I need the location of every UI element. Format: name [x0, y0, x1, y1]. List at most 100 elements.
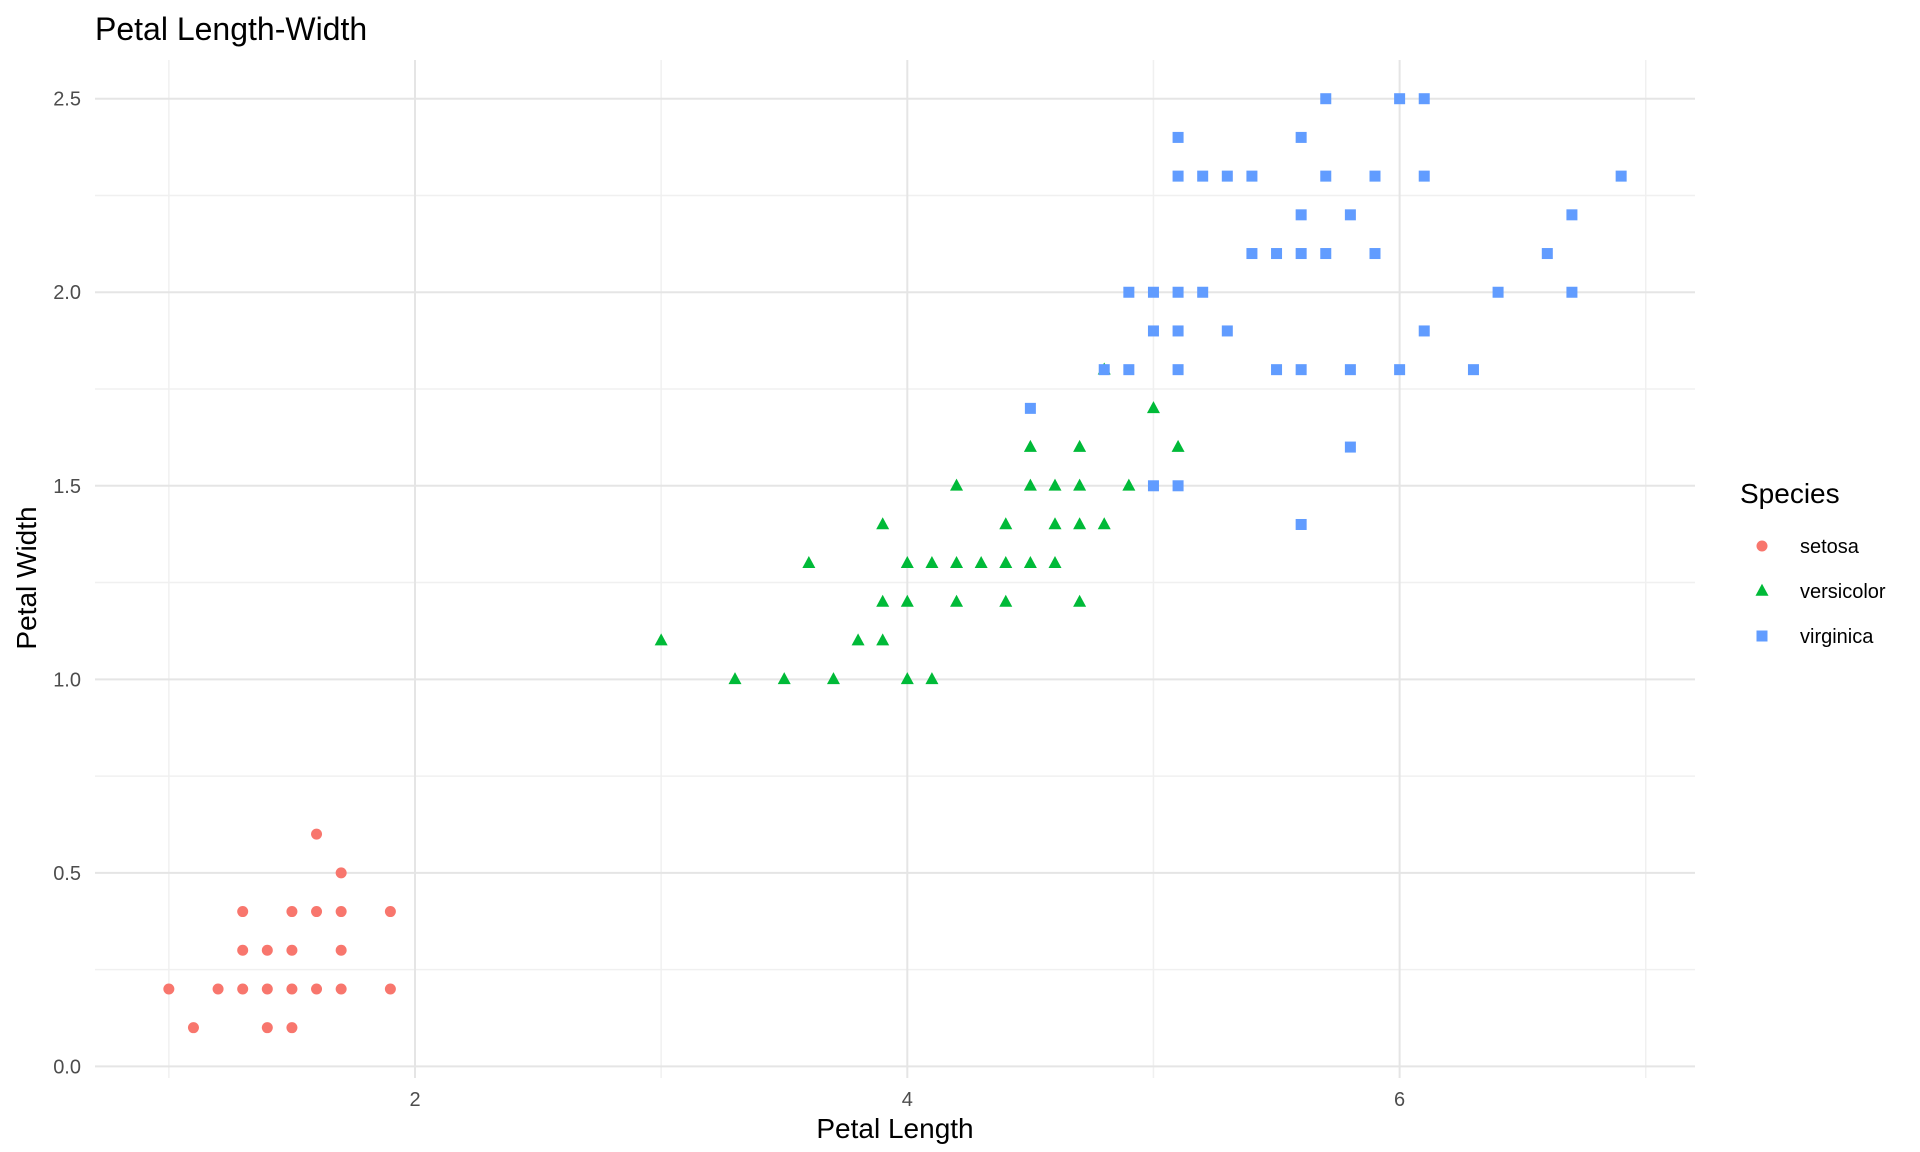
data-point-setosa — [237, 983, 249, 995]
data-point-virginica — [1418, 325, 1430, 337]
data-point-virginica — [1394, 93, 1406, 105]
data-point-versicolor — [1048, 478, 1062, 491]
data-point-virginica — [1295, 518, 1307, 530]
data-point-versicolor — [974, 555, 988, 568]
data-point-versicolor — [950, 478, 964, 491]
data-point-versicolor — [999, 594, 1013, 607]
data-point-virginica — [1172, 286, 1184, 298]
data-point-versicolor — [1073, 439, 1087, 452]
data-points — [163, 93, 1627, 1034]
data-point-versicolor — [1146, 401, 1160, 414]
data-point-virginica — [1172, 325, 1184, 337]
data-point-setosa — [311, 906, 323, 918]
y-tick-label: 2.5 — [53, 89, 81, 111]
data-point-virginica — [1147, 325, 1159, 337]
data-point-versicolor — [925, 555, 939, 568]
data-point-virginica — [1295, 248, 1307, 260]
data-point-versicolor — [826, 672, 840, 685]
data-point-versicolor — [851, 633, 865, 646]
data-point-setosa — [261, 944, 273, 956]
data-point-versicolor — [1171, 439, 1185, 452]
data-point-setosa — [335, 906, 347, 918]
y-tick-label: 1.0 — [53, 669, 81, 691]
data-point-virginica — [1246, 170, 1258, 182]
legend-key-virginica — [1756, 630, 1768, 642]
data-point-setosa — [286, 906, 298, 918]
data-point-versicolor — [654, 633, 668, 646]
legend-label: versicolor — [1800, 581, 1886, 603]
data-point-virginica — [1418, 170, 1430, 182]
x-tick-label: 4 — [902, 1089, 913, 1111]
data-point-virginica — [1271, 364, 1283, 376]
data-point-setosa — [212, 983, 224, 995]
data-point-setosa — [311, 828, 323, 840]
legend-title: Species — [1740, 478, 1840, 509]
legend: Species setosa versicolor virginica — [1740, 478, 1886, 648]
data-point-versicolor — [876, 594, 890, 607]
data-point-virginica — [1541, 248, 1553, 260]
data-point-setosa — [187, 1022, 199, 1034]
data-point-setosa — [261, 1022, 273, 1034]
data-point-virginica — [1024, 402, 1036, 414]
data-point-setosa — [335, 944, 347, 956]
legend-label: virginica — [1800, 626, 1874, 648]
data-point-versicolor — [1122, 478, 1136, 491]
data-point-versicolor — [1048, 517, 1062, 530]
data-point-versicolor — [1073, 478, 1087, 491]
legend-key-versicolor — [1755, 583, 1769, 596]
data-point-virginica — [1320, 248, 1332, 260]
x-axis-ticks: 2 4 6 — [409, 1089, 1405, 1111]
data-point-versicolor — [950, 594, 964, 607]
data-point-virginica — [1147, 480, 1159, 492]
data-point-virginica — [1467, 364, 1479, 376]
data-point-setosa — [311, 983, 323, 995]
legend-key-setosa — [1756, 540, 1768, 552]
data-point-virginica — [1344, 364, 1356, 376]
data-point-virginica — [1418, 93, 1430, 105]
y-tick-label: 0.0 — [53, 1056, 81, 1078]
data-point-setosa — [335, 983, 347, 995]
x-axis-title: Petal Length — [816, 1113, 973, 1144]
data-point-virginica — [1172, 131, 1184, 143]
legend-label: setosa — [1800, 536, 1860, 558]
data-point-virginica — [1344, 209, 1356, 221]
y-tick-label: 2.0 — [53, 282, 81, 304]
data-point-virginica — [1394, 364, 1406, 376]
data-point-virginica — [1271, 248, 1283, 260]
data-point-virginica — [1369, 170, 1381, 182]
data-point-virginica — [1123, 364, 1135, 376]
y-axis-ticks: 0.0 0.5 1.0 1.5 2.0 2.5 — [53, 89, 81, 1079]
data-point-versicolor — [925, 672, 939, 685]
data-point-virginica — [1172, 364, 1184, 376]
data-point-virginica — [1369, 248, 1381, 260]
data-point-versicolor — [999, 555, 1013, 568]
legend-items: setosa versicolor virginica — [1755, 536, 1886, 648]
data-point-versicolor — [777, 672, 791, 685]
data-point-versicolor — [1073, 517, 1087, 530]
data-point-versicolor — [1048, 555, 1062, 568]
data-point-setosa — [335, 867, 347, 879]
series-versicolor — [654, 362, 1185, 685]
data-point-virginica — [1295, 209, 1307, 221]
data-point-versicolor — [1073, 594, 1087, 607]
data-point-virginica — [1320, 170, 1332, 182]
data-point-versicolor — [1023, 555, 1037, 568]
data-point-virginica — [1295, 364, 1307, 376]
series-virginica — [1024, 93, 1627, 530]
x-tick-label: 6 — [1394, 1089, 1405, 1111]
data-point-setosa — [286, 1022, 298, 1034]
data-point-versicolor — [900, 594, 914, 607]
y-axis-title: Petal Width — [11, 506, 42, 649]
data-point-versicolor — [1023, 439, 1037, 452]
data-point-setosa — [237, 944, 249, 956]
data-point-setosa — [261, 983, 273, 995]
data-point-setosa — [163, 983, 175, 995]
x-tick-label: 2 — [409, 1089, 420, 1111]
data-point-virginica — [1615, 170, 1627, 182]
data-point-virginica — [1295, 131, 1307, 143]
data-point-versicolor — [1097, 517, 1111, 530]
data-point-virginica — [1123, 286, 1135, 298]
data-point-virginica — [1344, 441, 1356, 453]
data-point-virginica — [1566, 209, 1578, 221]
